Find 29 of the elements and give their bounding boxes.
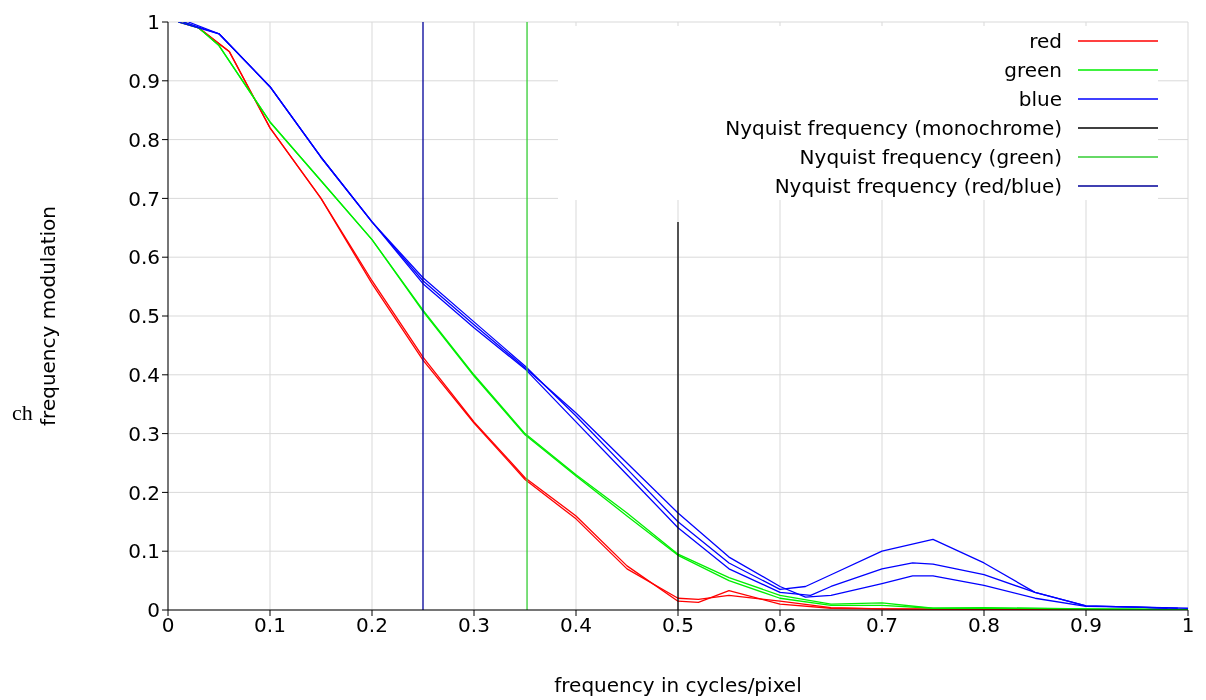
y-axis-title: frequency modulation bbox=[36, 206, 60, 426]
legend-label: green bbox=[1004, 57, 1062, 82]
legend-label: Nyquist frequency (monochrome) bbox=[725, 115, 1062, 140]
legend-label: Nyquist frequency (green) bbox=[799, 144, 1062, 169]
legend-label: red bbox=[1029, 28, 1062, 53]
x-tick-label: 0.3 bbox=[458, 613, 490, 638]
y-tick-label: 0.7 bbox=[128, 186, 160, 211]
y-tick-label: 0.6 bbox=[128, 245, 160, 270]
x-tick-label: 0.8 bbox=[968, 613, 1000, 638]
x-tick-label: 0.6 bbox=[764, 613, 796, 638]
y-tick-label: 0.5 bbox=[128, 304, 160, 329]
text: ch bbox=[12, 400, 33, 426]
y-tick-label: 0.4 bbox=[128, 362, 160, 387]
y-tick-label: 0.8 bbox=[128, 127, 160, 152]
y-tick-label: 1 bbox=[147, 10, 160, 35]
y-tick-label: 0.3 bbox=[128, 421, 160, 446]
y-tick-label: 0.1 bbox=[128, 539, 160, 564]
x-axis-title: frequency in cycles/pixel bbox=[554, 673, 802, 697]
y-tick-label: 0.2 bbox=[128, 480, 160, 505]
x-tick-label: 0.4 bbox=[560, 613, 592, 638]
x-tick-label: 0.9 bbox=[1070, 613, 1102, 638]
x-tick-label: 0.1 bbox=[254, 613, 286, 638]
y-tick-label: 0.9 bbox=[128, 68, 160, 93]
x-tick-label: 0.7 bbox=[866, 613, 898, 638]
x-tick-label: 0.5 bbox=[662, 613, 694, 638]
legend-label: blue bbox=[1018, 86, 1062, 111]
x-tick-label: 0.2 bbox=[356, 613, 388, 638]
x-tick-label: 1 bbox=[1181, 613, 1195, 638]
legend-label: Nyquist frequency (red/blue) bbox=[774, 173, 1062, 198]
